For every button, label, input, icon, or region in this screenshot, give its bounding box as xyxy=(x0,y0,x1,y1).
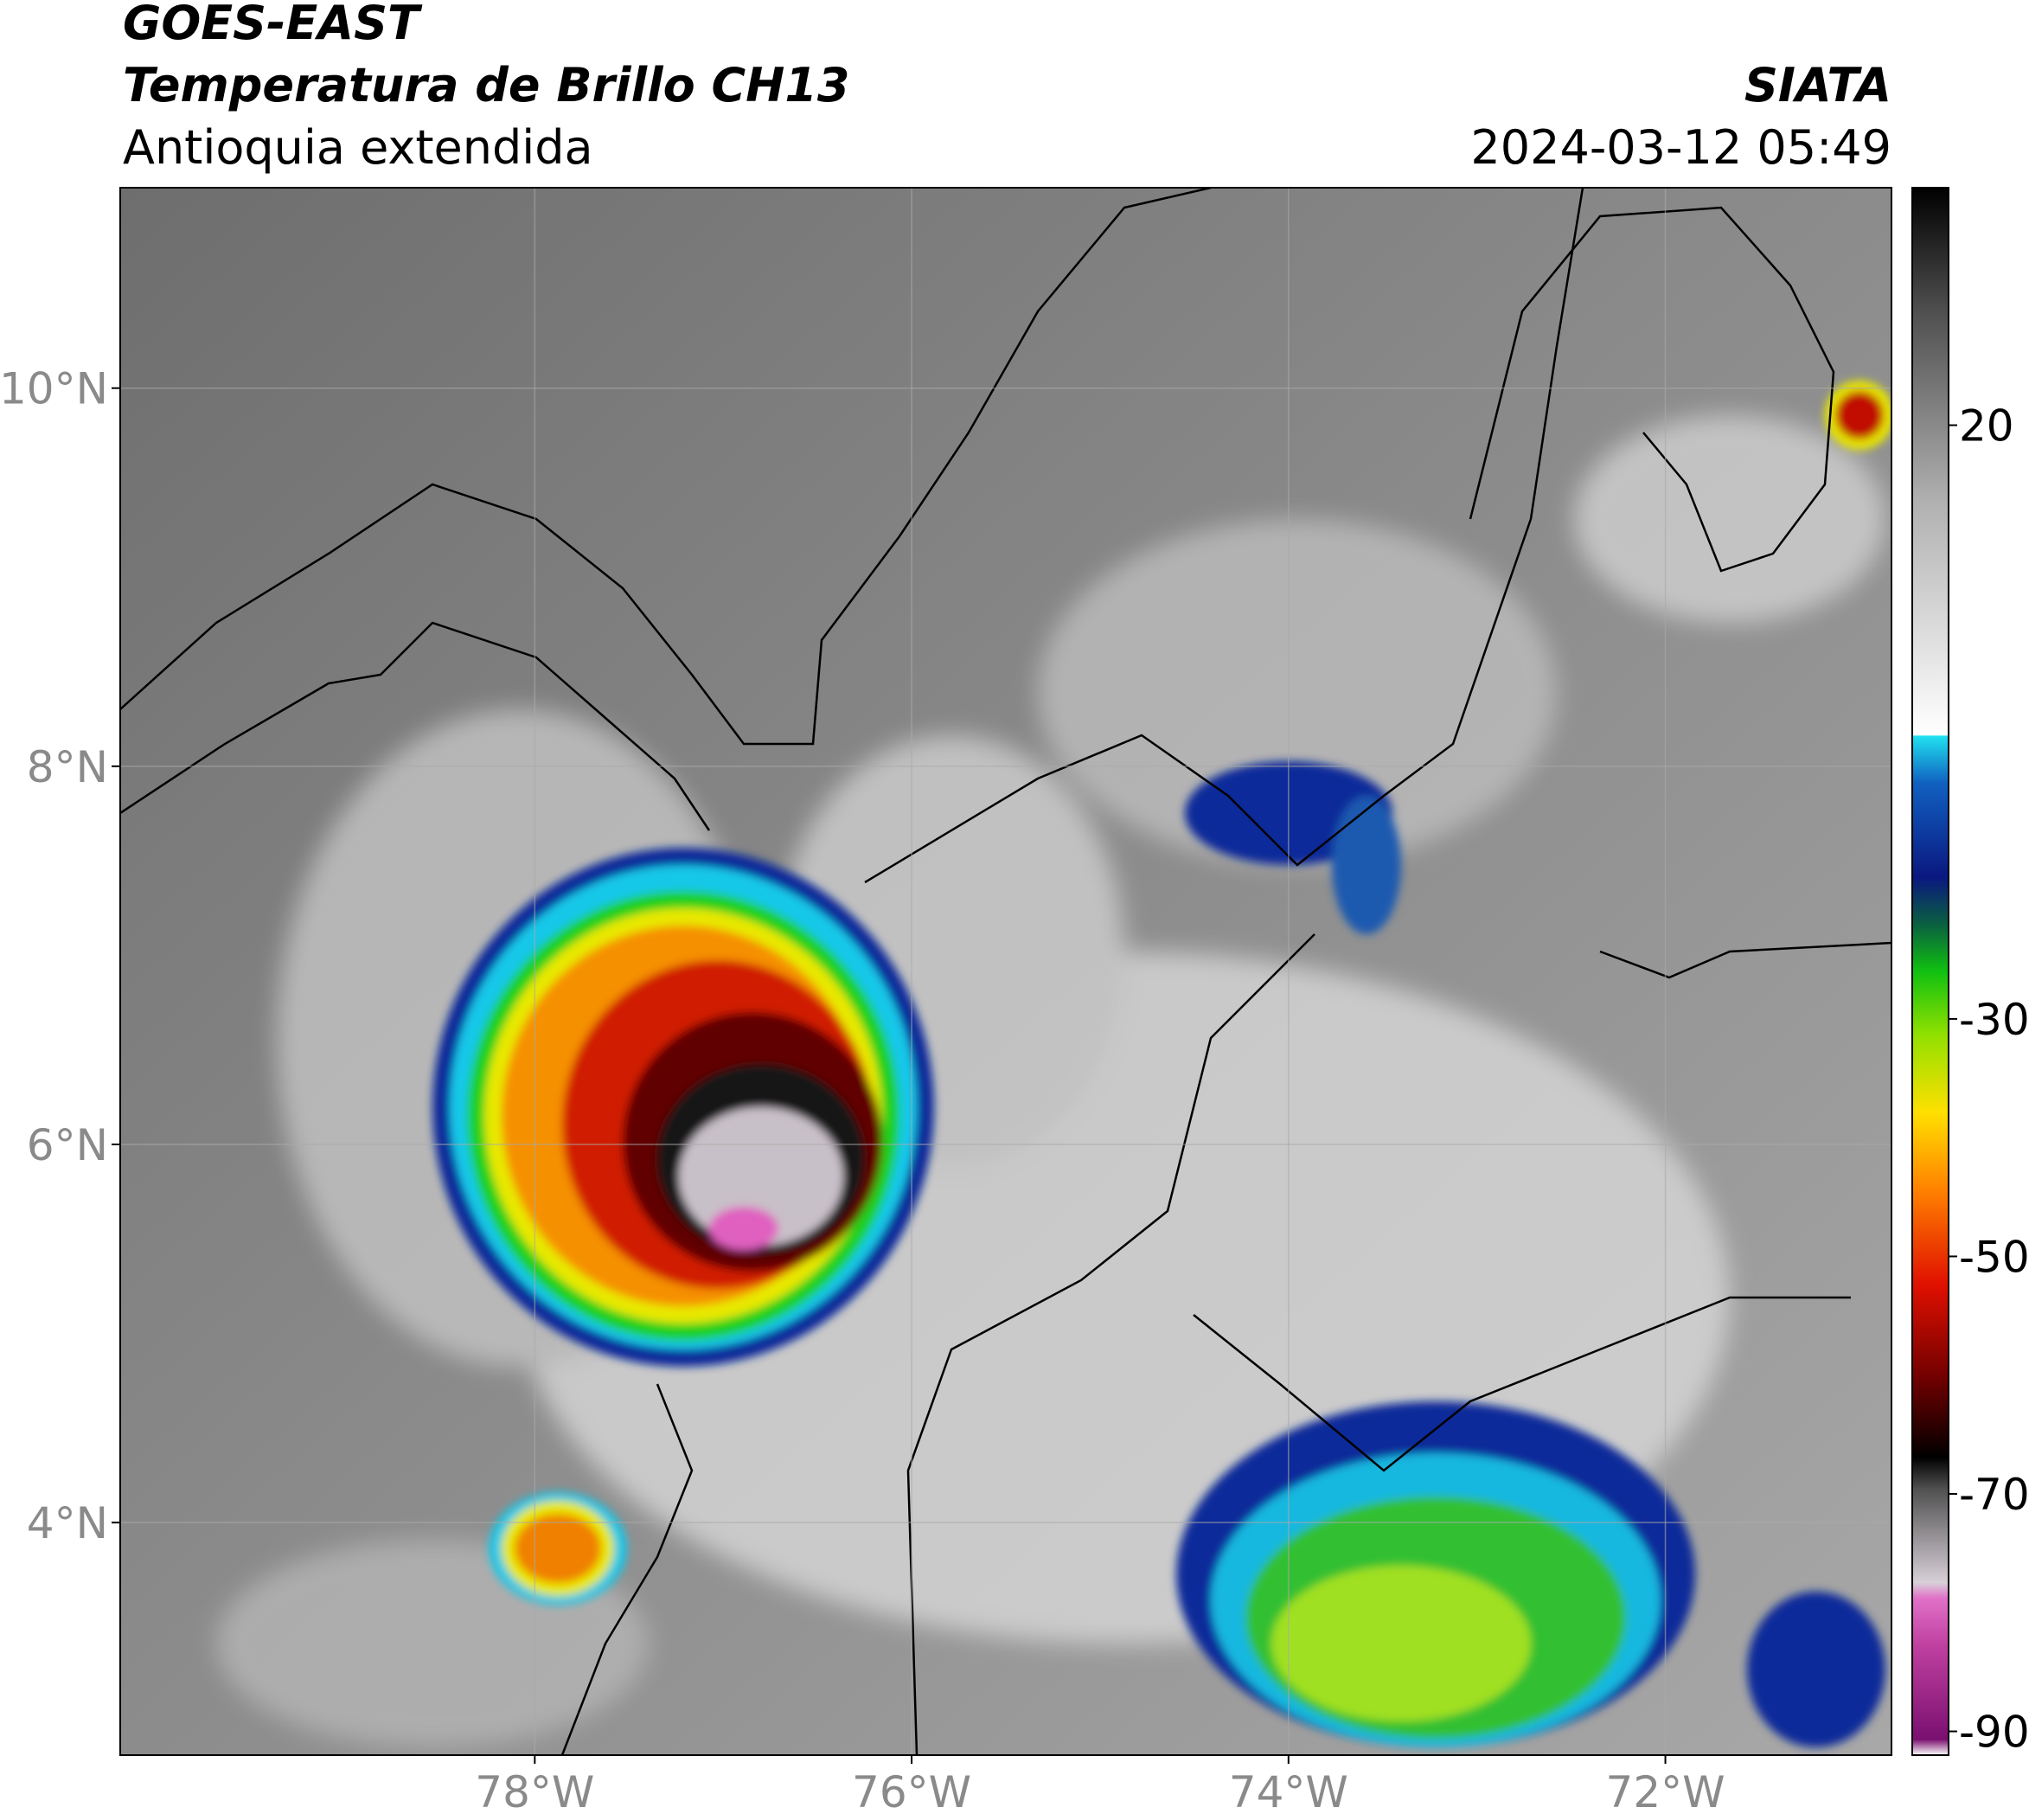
x-tick-label: 72°W xyxy=(1606,1767,1725,1817)
x-tick-label: 74°W xyxy=(1229,1767,1348,1817)
y-tick-label: 10°N xyxy=(0,364,108,414)
region: Antioquia extendida xyxy=(123,120,593,175)
x-tick-label: 76°W xyxy=(852,1767,971,1817)
source: SIATA xyxy=(1744,58,1891,112)
y-tick-label: 6°N xyxy=(27,1120,108,1170)
colorbar-tick-label: 20 xyxy=(1959,401,2014,452)
timestamp: 2024-03-12 05:49 xyxy=(1470,120,1891,175)
y-tick-label: 8°N xyxy=(27,742,108,792)
colorbar-tick-label: -50 xyxy=(1959,1232,2029,1282)
colorbar-tick-label: -90 xyxy=(1959,1708,2029,1758)
colorbar-tick-label: -70 xyxy=(1959,1470,2029,1520)
subtitle: Temperatura de Brillo CH13 xyxy=(123,58,850,112)
colorbar xyxy=(1911,187,1949,1756)
colorbar-tick-label: -30 xyxy=(1959,995,2029,1045)
map-frame xyxy=(119,187,1892,1756)
y-tick-label: 4°N xyxy=(27,1498,108,1548)
satellite-image xyxy=(120,188,1891,1755)
x-tick-label: 78°W xyxy=(475,1767,594,1817)
title: GOES-EAST xyxy=(123,0,423,50)
